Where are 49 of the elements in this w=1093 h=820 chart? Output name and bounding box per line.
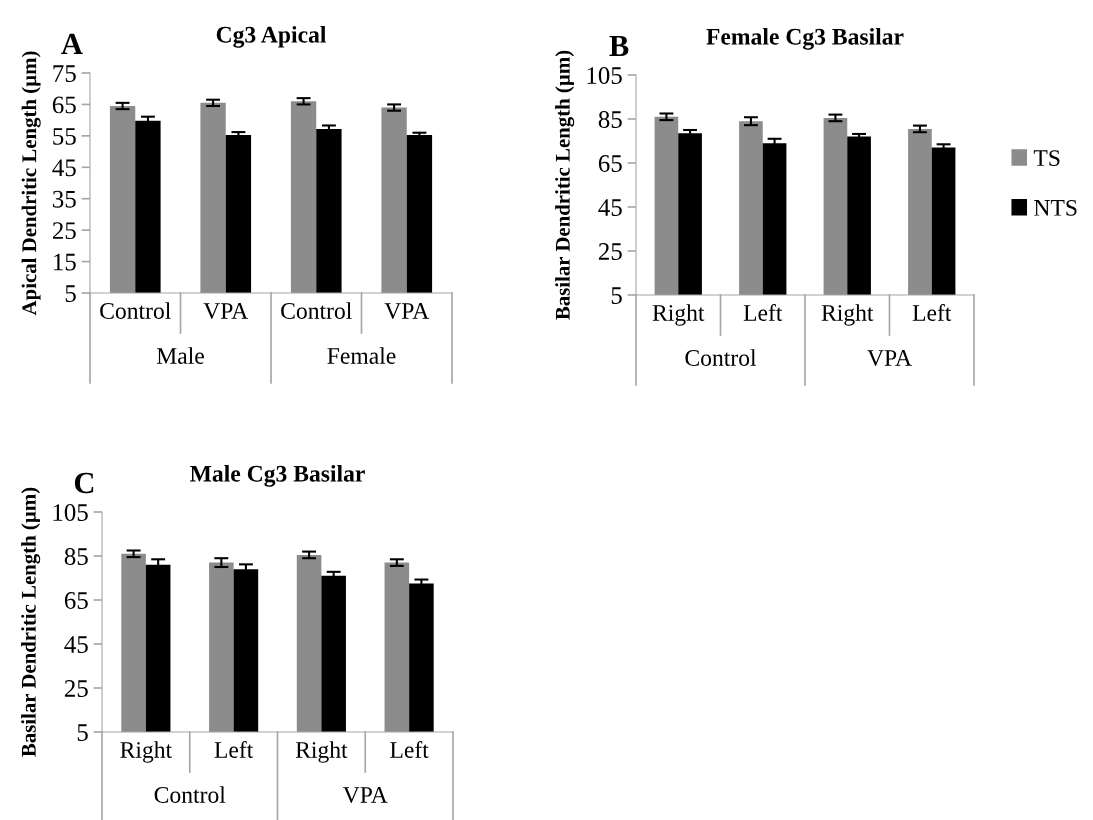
y-tick-label: 45 bbox=[598, 199, 622, 216]
y-tick-label: 55 bbox=[53, 128, 76, 145]
x-tick-label: VPA bbox=[384, 303, 430, 320]
y-tick-label: 85 bbox=[598, 111, 622, 128]
y-tick-label: 65 bbox=[598, 155, 622, 172]
text: VPA bbox=[342, 787, 388, 804]
y-tick-label: 105 bbox=[53, 504, 88, 521]
x-tick-label: VPA bbox=[203, 303, 249, 320]
text: Control bbox=[154, 786, 226, 803]
y-tick-label: 45 bbox=[52, 159, 76, 177]
text: Female bbox=[327, 347, 396, 364]
chart-title: Female Cg3 Basilar bbox=[706, 28, 904, 50]
legend-label: TS bbox=[1033, 150, 1060, 167]
x-tick-label: Right bbox=[120, 741, 172, 763]
y-tick-label: 25 bbox=[64, 680, 88, 697]
y-tick-label: 35 bbox=[53, 190, 76, 208]
y-tick-label: 45 bbox=[64, 636, 88, 653]
text: A bbox=[61, 33, 83, 54]
y-tick-label: 75 bbox=[53, 65, 76, 82]
x-tick-label: Control bbox=[281, 302, 352, 319]
y-axis-title: Basilar Dendritic Length (µm) bbox=[555, 50, 575, 320]
text: VPA bbox=[867, 350, 912, 367]
x-tick-label: Left bbox=[214, 741, 254, 758]
y-tick-label: 65 bbox=[64, 592, 88, 609]
x-tick-label: Right bbox=[821, 304, 874, 326]
text: Male bbox=[156, 347, 204, 364]
x-tick-label: Left bbox=[390, 741, 429, 758]
y-tick-label: 5 bbox=[611, 287, 622, 304]
y-tick-label: 5 bbox=[77, 724, 88, 741]
y-axis-title: Basilar Dendritic Length (µm) bbox=[21, 487, 41, 757]
chart-title: Male Cg3 Basilar bbox=[190, 465, 365, 487]
y-tick-label: 85 bbox=[64, 548, 88, 565]
legend-label: NTS bbox=[1034, 199, 1077, 216]
x-tick-label: Right bbox=[295, 741, 348, 763]
y-tick-label: 25 bbox=[598, 243, 622, 260]
y-tick-label: 65 bbox=[52, 96, 76, 114]
x-tick-label: Right bbox=[652, 304, 705, 326]
chart-title: Cg3 Apical bbox=[216, 26, 327, 48]
text: Control bbox=[685, 349, 757, 366]
x-tick-label: Control bbox=[100, 302, 171, 319]
y-tick-label: 15 bbox=[54, 253, 76, 271]
y-axis-title: Apical Dendritic Length (µm) bbox=[21, 51, 41, 316]
y-tick-label: 105 bbox=[587, 67, 622, 84]
x-tick-label: Left bbox=[912, 304, 952, 321]
y-tick-label: 5 bbox=[65, 285, 76, 302]
text: B bbox=[609, 35, 629, 57]
y-tick-label: 25 bbox=[52, 222, 76, 240]
x-tick-label: Left bbox=[743, 304, 783, 321]
text: C bbox=[74, 472, 94, 494]
